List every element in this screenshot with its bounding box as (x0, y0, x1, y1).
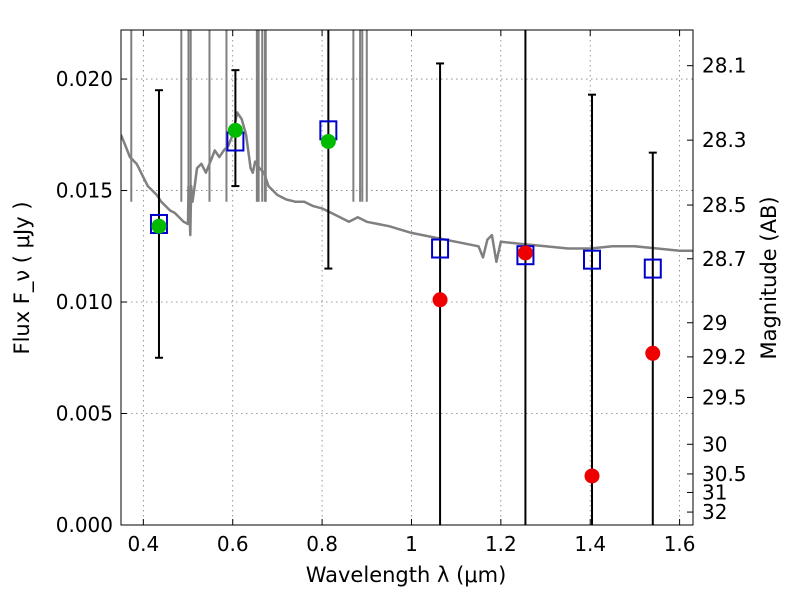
observed-flux-point (645, 345, 661, 361)
y-tick-label: 0.000 (56, 513, 113, 537)
y-axis-label: Flux F_ν ( μJy ) (10, 201, 35, 354)
plot-frame (120, 29, 694, 526)
grid-lines (121, 30, 693, 525)
observed-flux-point (320, 133, 336, 149)
right-y-tick-label: 28.3 (702, 128, 747, 152)
x-tick-label: 1.6 (664, 532, 696, 556)
model-flux-square (431, 238, 450, 259)
right-y-tick-label: 32 (702, 500, 727, 524)
right-y-tick-label: 31 (702, 480, 727, 504)
x-tick-label: 0.8 (306, 532, 338, 556)
x-tick-label: 1 (405, 532, 418, 556)
right-y-tick-label: 29.5 (702, 385, 747, 409)
right-y-tick-label: 28.7 (702, 247, 747, 271)
spectrum-line (121, 111, 693, 264)
observed-flux-point (227, 122, 243, 138)
observed-flux-point (151, 218, 167, 234)
right-y-tick-label: 28.5 (702, 193, 747, 217)
right-y-tick-label: 30.5 (702, 462, 747, 486)
x-tick-label: 1.2 (485, 532, 517, 556)
right-y-tick-label: 29.2 (702, 345, 747, 369)
plot-area (121, 30, 693, 525)
right-y-tick-label: 30 (702, 432, 727, 456)
model-flux-square (643, 258, 662, 279)
y-tick-label: 0.005 (56, 402, 113, 426)
x-tick-label: 0.6 (217, 532, 249, 556)
y-tick-label: 0.010 (56, 290, 113, 314)
x-tick-label: 1.4 (574, 532, 606, 556)
right-y-axis-label: Magnitude (AB) (757, 196, 781, 359)
y-tick-label: 0.020 (56, 67, 113, 91)
observed-flux-point (432, 292, 448, 308)
model-flux-square (583, 249, 602, 270)
right-y-tick-label: 28.1 (702, 54, 747, 78)
observed-flux-point (517, 245, 533, 261)
y-tick-label: 0.015 (56, 179, 113, 203)
observed-flux-point (584, 468, 600, 484)
right-y-tick-label: 29 (702, 311, 727, 335)
x-tick-label: 0.4 (127, 532, 159, 556)
axes: 0.4 0.6 0.8 1 1.2 1.4 1.6 0.000 0.005 0.010 0.015 0… (56, 30, 747, 556)
x-axis-label: Wavelength λ (μm) (306, 563, 507, 587)
